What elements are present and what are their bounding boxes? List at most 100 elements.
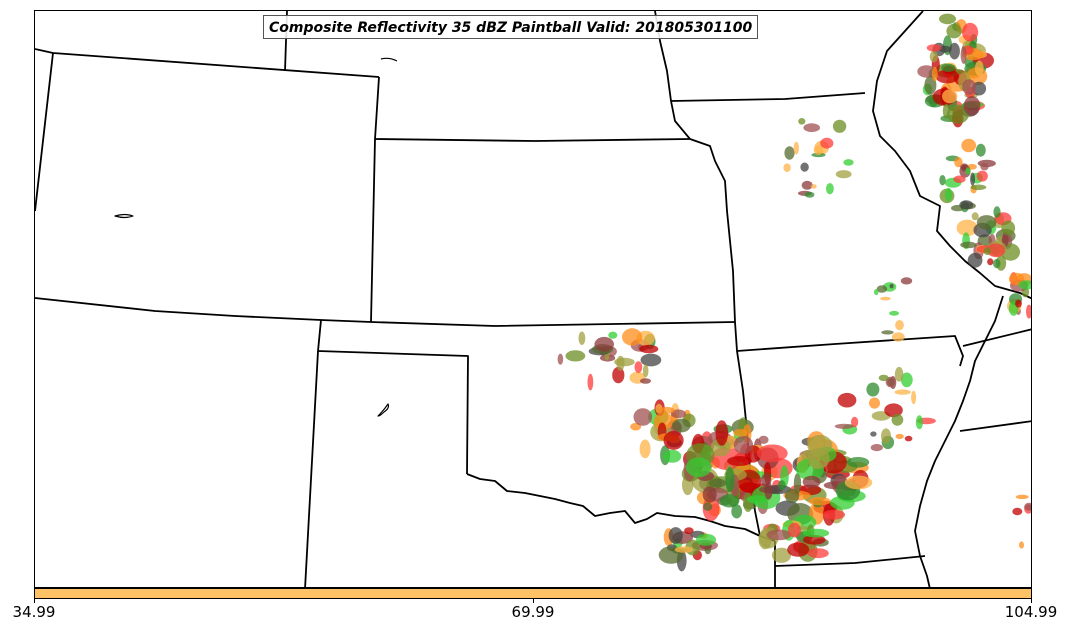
state-borders	[35, 11, 1031, 587]
paintball-reflectivity-blobs	[557, 13, 1031, 572]
reflectivity-blob	[900, 277, 913, 285]
reflectivity-blob	[639, 439, 651, 459]
reflectivity-blob	[1026, 304, 1031, 319]
reflectivity-blob	[974, 60, 984, 76]
reflectivity-blob	[844, 475, 873, 490]
border-nm-ok	[317, 350, 469, 475]
reflectivity-blob	[942, 89, 958, 104]
lake-wyoming	[114, 213, 134, 219]
reflectivity-blob	[846, 457, 870, 468]
reflectivity-blob	[894, 366, 904, 382]
reflectivity-blob	[891, 332, 905, 342]
reflectivity-blob	[708, 478, 727, 488]
reflectivity-blob	[1024, 502, 1031, 511]
reflectivity-blob	[915, 415, 924, 430]
reflectivity-blob	[959, 200, 974, 210]
reflectivity-blob	[929, 50, 938, 63]
border-mo-ar	[736, 335, 964, 367]
reflectivity-blob	[895, 433, 904, 440]
reflectivity-blob	[956, 219, 978, 237]
reflectivity-blob	[870, 444, 883, 452]
reflectivity-blob	[962, 22, 979, 42]
reflectivity-blob	[881, 428, 891, 444]
reflectivity-blob	[851, 416, 859, 428]
reflectivity-blob	[640, 353, 662, 367]
reflectivity-blob	[663, 449, 682, 463]
map-title: Composite Reflectivity 35 dBZ Paintball …	[263, 15, 759, 39]
reflectivity-blob	[876, 285, 888, 293]
reflectivity-blob	[941, 63, 956, 72]
border-red-river	[466, 473, 776, 542]
reflectivity-blob	[672, 418, 691, 433]
border-colorado-west	[35, 52, 54, 212]
border-ar-south	[774, 555, 926, 567]
colorbar	[34, 588, 1032, 599]
reflectivity-blob	[764, 482, 773, 500]
reflectivity-blob	[993, 258, 1001, 269]
reflectivity-blob	[939, 175, 946, 186]
reflectivity-blob	[949, 42, 960, 60]
reflectivity-blob	[719, 494, 740, 508]
reflectivity-blob	[894, 389, 911, 395]
reflectivity-blob	[771, 547, 792, 563]
reflectivity-blob	[594, 336, 614, 352]
reflectivity-blob	[622, 328, 643, 346]
reflectivity-blob	[685, 457, 712, 478]
reflectivity-blob	[931, 66, 938, 82]
reflectivity-map	[35, 11, 1031, 587]
reflectivity-blob	[715, 420, 729, 446]
reflectivity-blob	[659, 406, 675, 414]
reflectivity-blob	[889, 310, 900, 316]
colorbar-tick-right	[1031, 599, 1032, 603]
reflectivity-blob	[807, 548, 829, 559]
reflectivity-blob	[778, 480, 786, 491]
reflectivity-blob	[785, 488, 800, 504]
reflectivity-blob	[760, 474, 772, 487]
reflectivity-blob	[976, 215, 997, 230]
reflectivity-blob	[953, 175, 966, 183]
reflectivity-blob	[725, 466, 735, 493]
reflectivity-blob	[993, 206, 1001, 218]
border-ks-mo	[689, 138, 736, 323]
reflectivity-blob	[766, 529, 792, 541]
border-tn-ms	[959, 420, 1031, 432]
border-nm-tx	[304, 350, 319, 587]
reflectivity-blob	[970, 184, 987, 191]
reflectivity-blob	[911, 390, 917, 405]
reflectivity-blob	[783, 163, 791, 172]
reflectivity-blob	[987, 258, 994, 266]
reflectivity-blob	[900, 372, 913, 388]
reflectivity-blob	[670, 409, 687, 419]
reflectivity-blob	[986, 243, 1006, 258]
reflectivity-blob	[869, 397, 880, 409]
reflectivity-blob	[633, 408, 653, 426]
reflectivity-blob	[608, 331, 618, 339]
border-colorado-east	[370, 76, 380, 323]
reflectivity-blob	[639, 344, 659, 354]
reflectivity-blob	[703, 502, 713, 511]
reflectivity-blob	[557, 353, 564, 365]
reflectivity-blob	[866, 382, 880, 397]
reflectivity-blob	[881, 330, 894, 335]
reflectivity-blob	[587, 373, 594, 391]
reflectivity-blob	[800, 162, 809, 172]
reflectivity-blob	[837, 392, 857, 408]
reflectivity-blob	[942, 103, 951, 119]
reflectivity-blob	[822, 509, 846, 520]
reflectivity-blob	[962, 79, 976, 95]
reflectivity-blob	[733, 435, 754, 455]
reflectivity-blob	[739, 482, 759, 493]
colorbar-label-middle: 69.99	[511, 603, 555, 621]
reflectivity-blob	[758, 435, 769, 444]
reflectivity-blob	[642, 364, 649, 378]
reflectivity-blob	[810, 184, 817, 189]
reflectivity-blob	[803, 535, 826, 545]
reflectivity-blob	[565, 350, 586, 362]
reflectivity-blob	[640, 378, 651, 384]
border-ia-mo	[670, 92, 866, 102]
reflectivity-blob	[946, 23, 962, 39]
reflectivity-blob	[802, 475, 821, 488]
reflectivity-blob	[965, 167, 971, 175]
reflectivity-blob	[895, 320, 904, 331]
reflectivity-blob	[843, 159, 854, 166]
